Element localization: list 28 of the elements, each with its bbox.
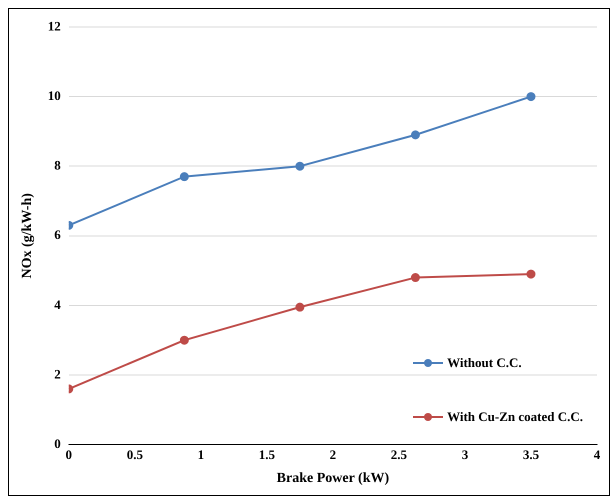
- point: [295, 302, 304, 312]
- y-tick-label: 8: [54, 158, 62, 173]
- point: [526, 270, 536, 279]
- y-tick-label: 0: [54, 436, 61, 451]
- x-tick-label: 4: [594, 446, 601, 462]
- x-axis-title: Brake Power (kW): [276, 471, 390, 486]
- point: [295, 162, 304, 171]
- x-tick-label: 3: [462, 446, 469, 462]
- x-tick-label: 1.5: [258, 446, 276, 462]
- legend-label: With Cu-Zn coated C.C.: [447, 408, 583, 425]
- x-tick-label: 2: [330, 446, 336, 462]
- x-tick-label: 2.5: [390, 446, 408, 462]
- y-axis-title: NOx (g/kW-h): [20, 192, 36, 279]
- x-tick-label: 0.5: [126, 446, 144, 462]
- point: [180, 336, 189, 345]
- y-tick-label: 12: [48, 18, 61, 34]
- point: [410, 273, 420, 282]
- point: [410, 130, 420, 140]
- y-tick-label: 2: [54, 366, 61, 382]
- x-tick-label: 3.5: [522, 446, 540, 462]
- y-tick-label: 4: [54, 296, 62, 312]
- x-tick-label: 0: [66, 446, 72, 462]
- x-tick-label: 1: [198, 446, 204, 462]
- y-tick-label: 10: [48, 88, 61, 103]
- point: [526, 92, 536, 102]
- legend-label: Without C.C.: [447, 354, 522, 371]
- y-tick-label: 6: [54, 227, 62, 242]
- point: [180, 172, 189, 182]
